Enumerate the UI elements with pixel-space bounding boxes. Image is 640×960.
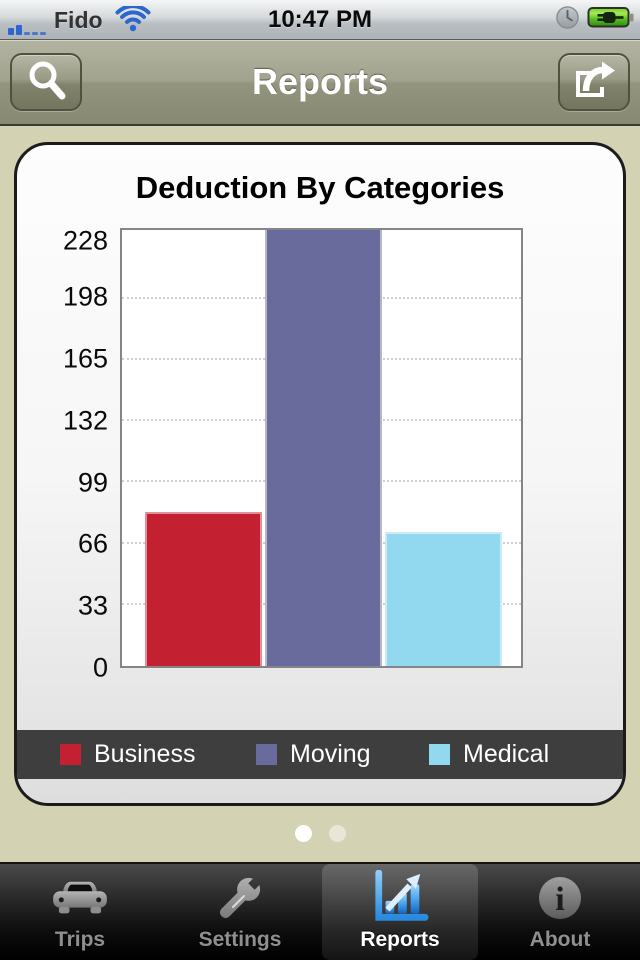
status-bar: Fido 10:47 PM	[0, 0, 640, 40]
svg-text:i: i	[555, 881, 564, 918]
tab-label: Reports	[360, 928, 440, 951]
share-button[interactable]	[558, 53, 630, 111]
cell-signal-icon	[8, 20, 46, 40]
search-icon	[24, 59, 68, 106]
battery-charging-icon	[587, 5, 634, 35]
legend-swatch	[60, 744, 81, 765]
signal-bar	[32, 31, 38, 35]
page-dot[interactable]	[294, 825, 312, 842]
legend-label: Business	[94, 740, 196, 768]
y-axis-tick-label: 198	[62, 281, 108, 312]
tab-about[interactable]: i About	[480, 864, 640, 960]
page-control	[0, 825, 640, 842]
legend-label: Medical	[463, 740, 550, 768]
legend-item-moving: Moving	[256, 730, 371, 779]
chart-title: Deduction By Categories	[135, 170, 505, 205]
tab-trips[interactable]: Trips	[0, 864, 160, 960]
bar-medical	[385, 532, 502, 666]
car-icon	[49, 869, 111, 927]
status-time: 10:47 PM	[267, 5, 373, 33]
clock-icon	[555, 5, 580, 35]
y-axis-tick-label: 228	[62, 225, 108, 256]
tab-label: Settings	[198, 928, 282, 951]
tab-label: Trips	[54, 928, 106, 951]
legend-swatch	[429, 744, 450, 765]
tab-label: About	[529, 928, 591, 951]
status-right-group	[555, 0, 634, 40]
tab-reports[interactable]: Reports	[322, 864, 478, 960]
y-axis-labels: 0 33 66 99 132 165 198 228	[17, 225, 108, 681]
legend-item-business: Business	[60, 730, 195, 779]
info-icon: i	[536, 869, 584, 927]
nav-bar: Reports	[0, 40, 640, 126]
status-left-group: Fido	[0, 0, 151, 40]
share-icon	[571, 60, 617, 105]
chart-legend: Business Moving Medical	[17, 730, 623, 779]
legend-item-medical: Medical	[429, 730, 549, 779]
tab-bar: Trips	[0, 862, 640, 960]
report-card: Deduction By Categories 0 33 66 99 132 165 198…	[14, 142, 626, 806]
signal-bar	[16, 24, 22, 35]
page-title: Reports	[251, 61, 389, 102]
tab-settings[interactable]: Settings	[160, 864, 320, 960]
bar-business	[145, 512, 262, 666]
carrier-label: Fido	[54, 6, 103, 33]
signal-bar	[24, 31, 30, 35]
y-axis-tick-label: 99	[77, 467, 108, 498]
signal-bar	[8, 27, 14, 35]
content-area: Deduction By Categories 0 33 66 99 132 165 198…	[0, 126, 640, 862]
search-button[interactable]	[10, 53, 82, 111]
plot-area	[120, 228, 523, 668]
bar-chart-icon	[369, 869, 431, 927]
legend-label: Moving	[290, 740, 371, 768]
wrench-icon	[212, 869, 268, 927]
y-axis-tick-label: 0	[92, 652, 108, 683]
signal-bar	[40, 31, 46, 35]
y-axis-tick-label: 66	[77, 528, 108, 559]
chart-area: 0 33 66 99 132 165 198 228	[17, 225, 623, 681]
wifi-icon	[115, 3, 151, 40]
y-axis-tick-label: 165	[62, 343, 108, 374]
legend-swatch	[256, 744, 277, 765]
y-axis-tick-label: 33	[77, 590, 108, 621]
y-axis-tick-label: 132	[62, 405, 108, 436]
page-dot[interactable]	[328, 825, 346, 842]
bar-moving	[265, 230, 382, 666]
